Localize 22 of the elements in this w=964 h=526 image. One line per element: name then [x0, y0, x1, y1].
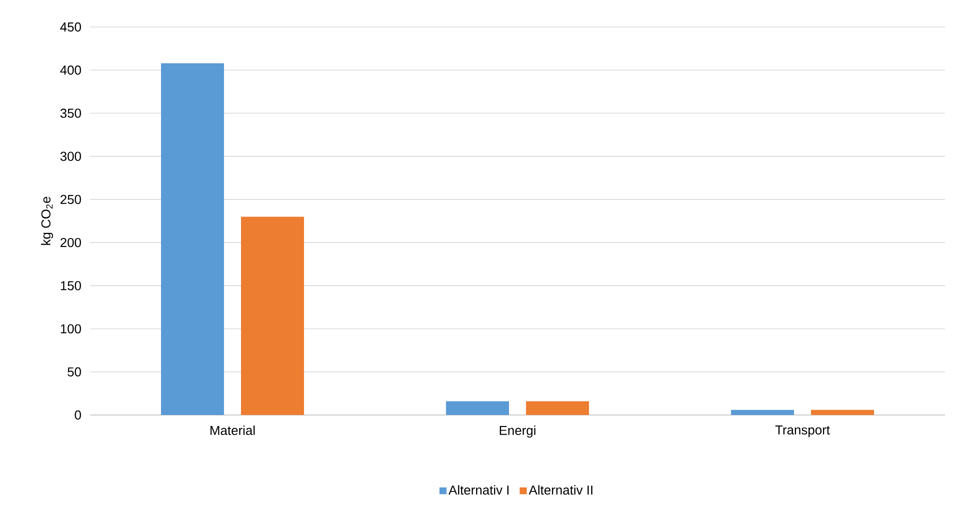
y-tick-label: 150	[60, 281, 81, 290]
y-tick-label: 200	[60, 238, 81, 248]
y-tick-label: 250	[60, 194, 81, 204]
y-tick-label: 400	[60, 66, 81, 75]
bar	[241, 216, 304, 415]
bar	[161, 63, 224, 415]
y-axis-title: kg CO$_{2}$e	[40, 196, 54, 245]
y-tick-label: 300	[60, 152, 81, 161]
bar	[731, 410, 794, 415]
y-tick-label: 450	[60, 22, 81, 32]
y-tick-label: 350	[60, 108, 81, 118]
bar	[526, 401, 590, 415]
x-tick-label: Material	[210, 425, 255, 436]
legend-label: Alternativ I	[448, 485, 509, 495]
y-tick-label: 0	[74, 410, 81, 420]
bar	[446, 401, 510, 415]
y-tick-label: 100	[60, 324, 81, 334]
x-tick-label: Transport	[775, 426, 830, 438]
legend-label: Alternativ II	[528, 485, 592, 495]
x-tick-label: Energi	[500, 425, 536, 438]
bar	[811, 410, 874, 415]
y-tick-label: 50	[68, 367, 81, 376]
